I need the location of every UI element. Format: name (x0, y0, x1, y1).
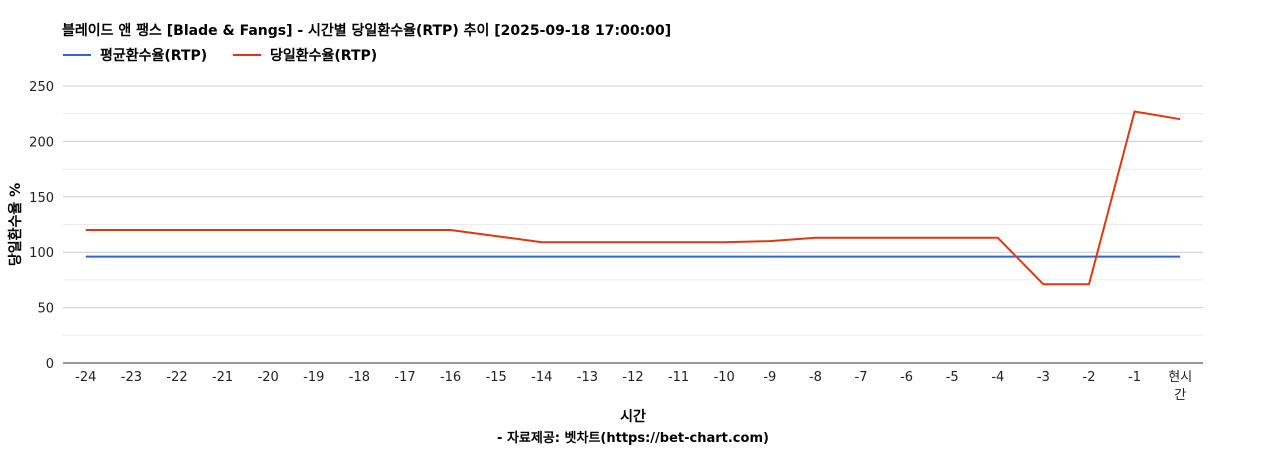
source-credit: - 자료제공: 벳차트(https://bet-chart.com) (497, 430, 769, 446)
x-tick-label: 현시 간 (1168, 370, 1192, 403)
y-axis-ticks: 0 50 100 150 200 250 (29, 80, 54, 372)
x-tick-label: -15 (486, 370, 507, 385)
series-line-daily-rtp (85, 110, 1181, 286)
legend-label: 당일환수율(RTP) (270, 47, 377, 64)
x-tick-label: -19 (303, 370, 324, 385)
chart-title: 블레이드 앤 팽스 [Blade & Fangs] - 시간별 당일환수율(RT… (62, 22, 671, 39)
x-tick-label: -24 (75, 370, 96, 385)
x-tick-label: -3 (1037, 370, 1050, 385)
x-tick-label: -2 (1083, 370, 1096, 385)
x-tick-label: -18 (349, 370, 370, 385)
x-tick-label: -7 (855, 370, 868, 385)
x-tick-label: -5 (946, 370, 959, 385)
x-tick-label: -20 (258, 370, 279, 385)
x-tick-label: -21 (212, 370, 233, 385)
x-tick-label: -4 (991, 370, 1004, 385)
x-tick-label: -1 (1128, 370, 1141, 385)
y-tick-label: 50 (37, 302, 54, 317)
x-tick-label: -10 (714, 370, 735, 385)
x-tick-label: -13 (577, 370, 598, 385)
x-tick-label: -6 (900, 370, 913, 385)
x-tick-label: -12 (622, 370, 643, 385)
x-tick-label: -17 (394, 370, 415, 385)
x-axis-label: 시간 (620, 408, 646, 425)
y-axis-label: 당일환수율 % (7, 183, 24, 266)
x-tick-label: -14 (531, 370, 552, 385)
y-tick-label: 100 (29, 246, 54, 261)
x-tick-label: -22 (166, 370, 187, 385)
x-tick-label: -8 (809, 370, 822, 385)
y-tick-label: 250 (29, 80, 54, 95)
x-axis-ticks: -24 -23 -22 -21 -20 -19 -18 -17 -16 -15 -14 -13 -12 -… (75, 370, 1192, 403)
gridlines (63, 85, 1203, 364)
y-tick-label: 200 (29, 135, 54, 150)
legend-label: 평균환수율(RTP) (100, 47, 207, 64)
x-tick-label: -16 (440, 370, 461, 385)
legend: 평균환수율(RTP) 당일환수율(RTP) (63, 47, 377, 64)
y-tick-label: 0 (46, 357, 54, 372)
y-tick-label: 150 (29, 191, 54, 206)
x-tick-label: -11 (668, 370, 689, 385)
series-lines (85, 110, 1181, 286)
x-tick-label: -23 (121, 370, 142, 385)
x-tick-label: -9 (763, 370, 776, 385)
